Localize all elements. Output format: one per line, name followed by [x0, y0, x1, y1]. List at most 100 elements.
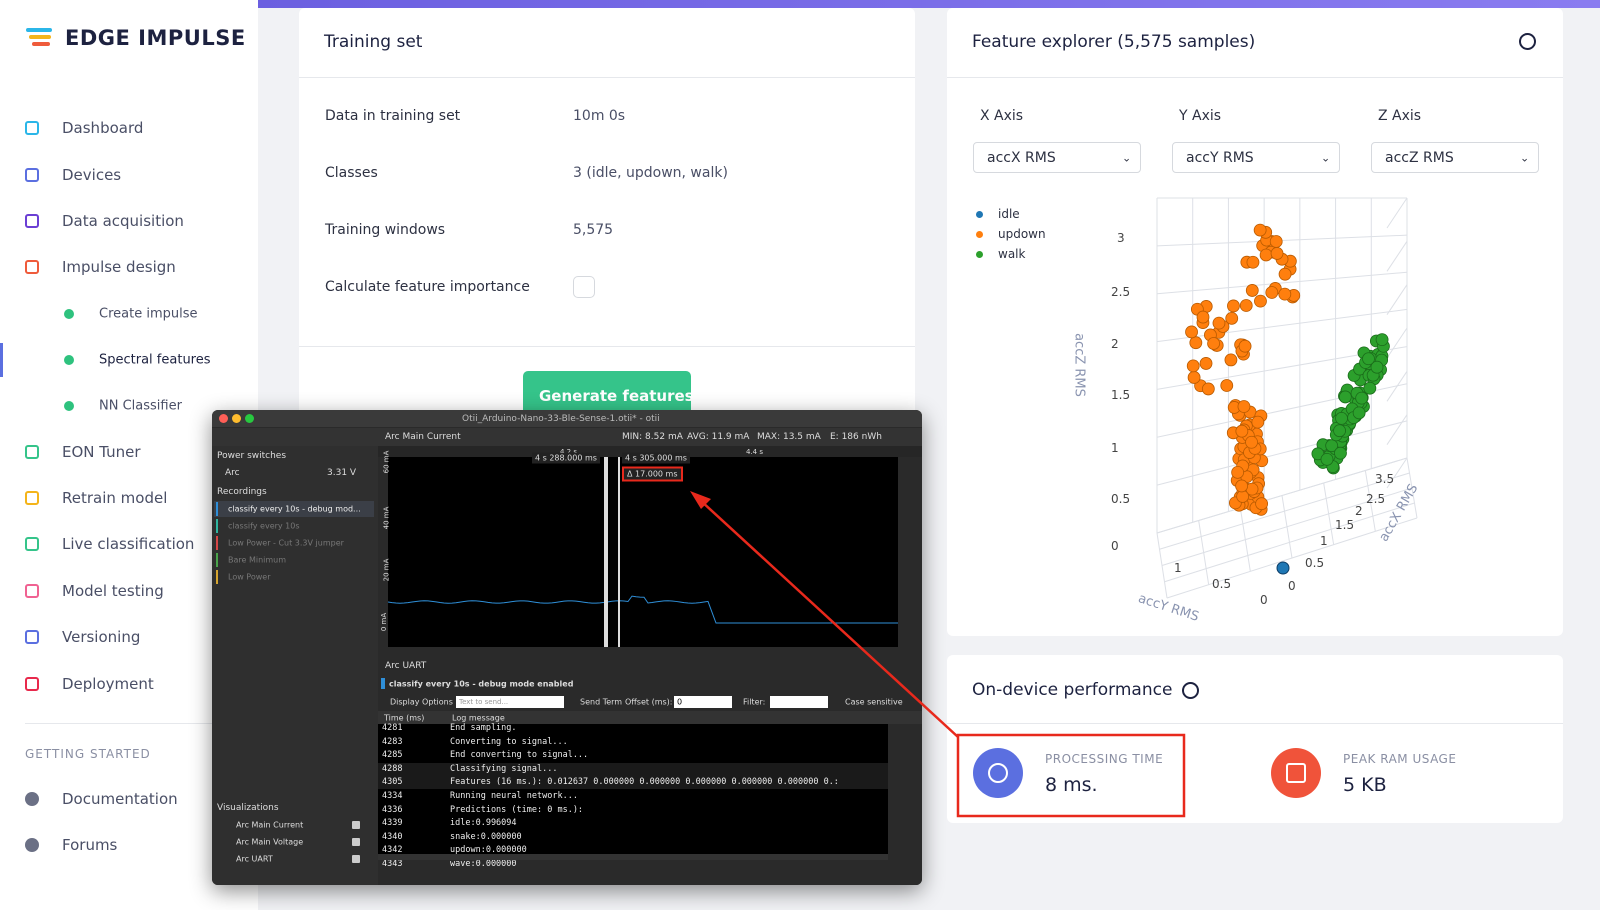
send-term: Send Term — [580, 697, 623, 707]
recording-item: Bare Minimum — [228, 555, 287, 565]
scatter-point — [1185, 325, 1198, 339]
y-tick-label: 1 — [1174, 561, 1182, 575]
legend-dot — [976, 211, 983, 218]
sub-nav-item[interactable]: Spectral features — [99, 352, 211, 368]
scatter-point — [1235, 424, 1249, 438]
status-dot — [64, 309, 74, 319]
log-row-highlight — [378, 762, 888, 776]
scatter-point — [1355, 391, 1369, 405]
log-time: 4336 — [382, 804, 403, 815]
nav-icon — [25, 445, 39, 459]
toolbar — [212, 428, 922, 446]
nav-icon — [25, 214, 39, 228]
filter-label: Filter: — [743, 697, 766, 707]
field-value: 5,575 — [573, 222, 614, 238]
training-set-card: Training set Data in training set 10m 0s Cl… — [299, 8, 915, 428]
nav-item[interactable]: Dashboard — [62, 119, 144, 137]
field-label: Calculate feature importance — [325, 279, 530, 295]
x-tick-label: 3.5 — [1375, 472, 1395, 486]
scatter-point — [1278, 287, 1292, 301]
nav-icon — [25, 677, 39, 691]
z-tick-label: 1 — [1111, 441, 1119, 455]
help-icon[interactable] — [1182, 682, 1199, 699]
nav-item[interactable]: Impulse design — [62, 258, 176, 276]
scatter-point — [1352, 406, 1366, 420]
scatter-point — [1212, 316, 1226, 330]
nav-item[interactable]: Data acquisition — [62, 212, 184, 230]
checkbox[interactable] — [352, 855, 360, 863]
axis-select[interactable]: accZ RMS ⌄ — [1371, 142, 1539, 173]
checkbox[interactable] — [573, 276, 595, 298]
z-tick-label: 3 — [1117, 231, 1125, 245]
column-header: Time (ms) — [384, 713, 425, 723]
x-tick-label: 1.5 — [1335, 518, 1355, 532]
nav-item[interactable]: Versioning — [62, 628, 141, 646]
axis-label: Y Axis — [1179, 108, 1222, 124]
metric-label: PEAK RAM USAGE — [1343, 752, 1457, 766]
help-icon[interactable] — [1519, 33, 1536, 50]
axis-select[interactable]: accY RMS ⌄ — [1172, 142, 1340, 173]
legend-dot — [976, 251, 983, 258]
nav-item[interactable]: Devices — [62, 166, 122, 184]
time-ruler — [378, 446, 922, 457]
cursor[interactable] — [604, 457, 608, 647]
legend-label: walk — [998, 247, 1026, 261]
axis-select[interactable]: accX RMS ⌄ — [973, 142, 1141, 173]
grid-line — [1156, 308, 1408, 343]
scatter-point — [1189, 336, 1203, 350]
legend-label: updown — [998, 227, 1046, 241]
cursor[interactable] — [618, 457, 620, 647]
x-tick-label: 2 — [1355, 504, 1363, 518]
delta-label: Δ 17.000 ms — [622, 466, 683, 482]
window-button[interactable] — [219, 414, 228, 423]
grid-line — [1406, 457, 1418, 519]
switch-name: Arc — [225, 468, 240, 478]
scatter-point — [1253, 223, 1267, 237]
trace-line — [388, 595, 898, 624]
selected-row — [214, 501, 374, 517]
nav-item[interactable]: Retrain model — [62, 489, 168, 507]
nav-icon — [25, 491, 39, 505]
grid-line — [1156, 271, 1408, 295]
field-value: 3 (idle, updown, walk) — [573, 165, 728, 181]
log-message: Features (16 ms.): 0.012637 0.000000 0.0… — [450, 777, 839, 788]
sub-nav-item[interactable]: Create impulse — [99, 306, 198, 322]
nav-item[interactable]: EON Tuner — [62, 443, 141, 461]
checkbox[interactable] — [352, 821, 360, 829]
grid-line — [1198, 520, 1210, 585]
scatter-point — [1220, 379, 1234, 392]
checkbox[interactable] — [352, 838, 360, 846]
nav-item[interactable]: Model testing — [62, 582, 164, 600]
nav-item[interactable]: Live classification — [62, 535, 195, 553]
scatter-point — [1254, 294, 1267, 308]
window-button[interactable] — [232, 414, 241, 423]
generate-button[interactable]: Generate features — [523, 371, 694, 416]
scatter-point — [1362, 352, 1375, 366]
link[interactable]: Forums — [62, 836, 118, 854]
log-message: snake:0.000000 — [450, 831, 522, 842]
x-tick-label: 2.5 — [1366, 492, 1386, 506]
log-time: 4283 — [382, 736, 403, 747]
sub-nav-item[interactable]: NN Classifier — [99, 398, 182, 414]
grid-line — [1364, 470, 1376, 532]
visualization-item: Arc Main Current — [236, 820, 304, 830]
link-icon — [25, 792, 39, 806]
link[interactable]: Documentation — [62, 790, 178, 808]
titlebar — [212, 410, 922, 427]
panel-heading: Recordings — [217, 487, 267, 497]
nav-item[interactable]: Deployment — [62, 675, 154, 693]
log-message: Running neural network... — [450, 791, 578, 801]
axis-label: X Axis — [980, 108, 1024, 124]
grid-line — [1386, 327, 1408, 359]
x-tick-label: 0.5 — [1305, 556, 1325, 570]
send-input[interactable]: Text to send... — [456, 696, 564, 708]
log-time: 4343 — [382, 859, 403, 869]
scatter-point — [1207, 337, 1220, 350]
filter-input[interactable] — [770, 696, 828, 708]
window-button[interactable] — [245, 414, 254, 423]
scatter-point — [1245, 284, 1259, 297]
select-value: accX RMS — [987, 150, 1056, 166]
uart-recording: classify every 10s - debug mode enabled — [389, 679, 574, 689]
offset-input[interactable]: 0 — [674, 696, 732, 708]
log-time: 4288 — [382, 763, 403, 774]
